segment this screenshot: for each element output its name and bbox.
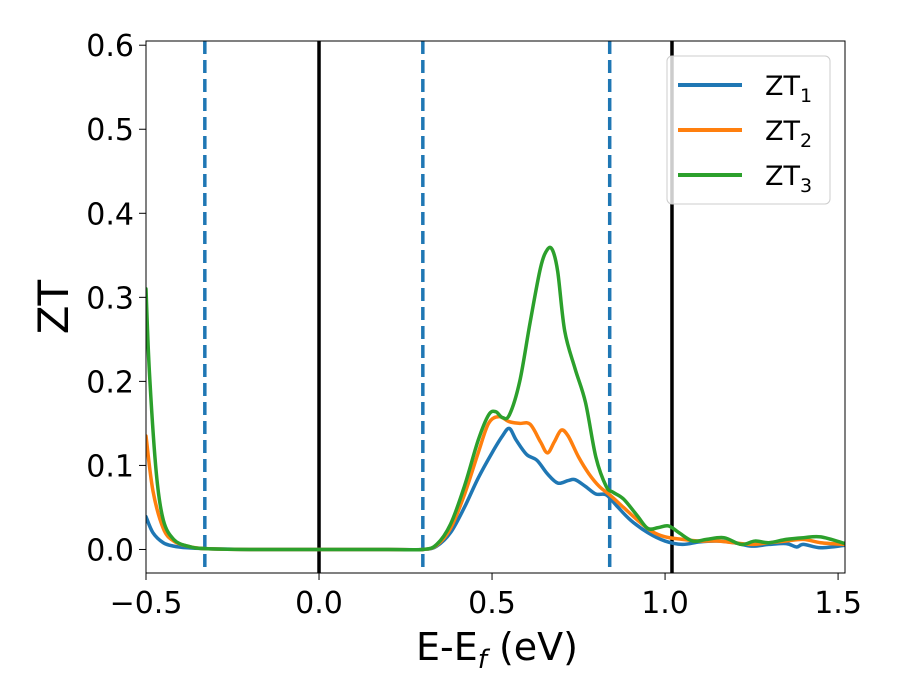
y-tick-label: 0.1 bbox=[86, 449, 134, 484]
y-tick-label: 0.3 bbox=[86, 281, 134, 316]
series-line-zt3 bbox=[146, 245, 845, 552]
y-axis-title: ZT bbox=[29, 279, 78, 334]
x-tick-label: −0.5 bbox=[110, 586, 183, 621]
legend-label-zt1: ZT1 bbox=[765, 71, 812, 107]
y-tick-label: 0.4 bbox=[86, 197, 134, 232]
x-tick-label: 0.0 bbox=[295, 586, 343, 621]
y-tick-label: 0.0 bbox=[86, 533, 134, 568]
x-tick-label: 1.5 bbox=[814, 586, 862, 621]
legend-label-zt3: ZT3 bbox=[765, 161, 812, 197]
y-axis: 0.0 0.1 0.2 0.3 0.4 0.5 0.6 bbox=[86, 29, 146, 568]
legend-box bbox=[666, 55, 831, 205]
y-tick-label: 0.6 bbox=[86, 29, 134, 64]
plot-frame bbox=[145, 40, 846, 574]
series-layer bbox=[146, 245, 845, 552]
legend-label-zt2: ZT2 bbox=[765, 116, 812, 152]
x-tick-label: 0.5 bbox=[468, 586, 516, 621]
series-line-zt2 bbox=[146, 414, 845, 552]
x-tick-label: 1.0 bbox=[641, 586, 689, 621]
x-axis-title: E-Ef (eV) bbox=[416, 625, 578, 675]
legend: ZT1 ZT2 ZT3 bbox=[666, 55, 831, 205]
x-axis: −0.5 0.0 0.5 1.0 1.5 bbox=[110, 573, 862, 621]
x-axis-title-main: E-E bbox=[416, 625, 478, 669]
y-tick-label: 0.5 bbox=[86, 113, 134, 148]
series-line-zt1 bbox=[146, 426, 845, 552]
y-tick-label: 0.2 bbox=[86, 365, 134, 400]
x-axis-title-unit: (eV) bbox=[487, 625, 578, 669]
